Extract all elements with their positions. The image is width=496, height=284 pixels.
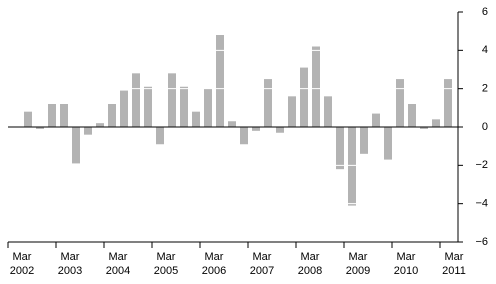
x-tick-label: Mar 2011	[442, 251, 466, 277]
bar	[156, 127, 164, 145]
y-tick-label: 6	[482, 6, 488, 18]
bar	[132, 73, 140, 127]
x-tick-label: Mar 2006	[201, 251, 227, 277]
y-tick-label: 2	[482, 83, 488, 95]
bar	[408, 104, 416, 127]
bar	[228, 121, 236, 127]
x-tick-label: Mar 2004	[105, 251, 131, 277]
y-tick-label: −2	[475, 159, 488, 171]
bar	[384, 127, 392, 160]
bar	[396, 79, 404, 127]
bar	[96, 123, 104, 127]
y-tick-label: −6	[475, 236, 488, 248]
bar	[144, 86, 152, 127]
bar	[192, 111, 200, 127]
x-tick-label: Mar 2008	[297, 251, 323, 277]
x-tick-label: Mar 2005	[153, 251, 179, 277]
x-tick-label: Mar 2009	[345, 251, 371, 277]
bar	[72, 127, 80, 164]
bar	[420, 127, 428, 129]
bar	[120, 90, 128, 127]
bar	[348, 127, 356, 206]
bar	[432, 119, 440, 127]
bar	[204, 88, 212, 127]
bar	[24, 111, 32, 127]
bar	[168, 73, 176, 127]
x-tick-label: Mar 2010	[393, 251, 419, 277]
y-tick-label: 0	[482, 121, 488, 133]
bar	[288, 96, 296, 127]
bar	[360, 127, 368, 154]
bar	[312, 46, 320, 127]
bar	[108, 104, 116, 127]
bar	[60, 104, 68, 127]
bar	[84, 127, 92, 135]
bar	[252, 127, 260, 131]
bar	[36, 127, 44, 129]
bar	[300, 67, 308, 127]
bar	[444, 79, 452, 127]
bar	[336, 127, 344, 170]
bar	[324, 96, 332, 127]
bar	[180, 86, 188, 127]
bar	[264, 79, 272, 127]
bar	[216, 35, 224, 127]
x-tick-label: Mar 2003	[57, 251, 83, 277]
y-tick-label: 4	[482, 44, 488, 56]
bar	[276, 127, 284, 133]
y-tick-label: −4	[475, 198, 488, 210]
x-tick-label: Mar 2002	[9, 251, 35, 277]
bar	[372, 113, 380, 127]
bar	[48, 104, 56, 127]
x-tick-label: Mar 2007	[249, 251, 275, 277]
bar	[240, 127, 248, 145]
